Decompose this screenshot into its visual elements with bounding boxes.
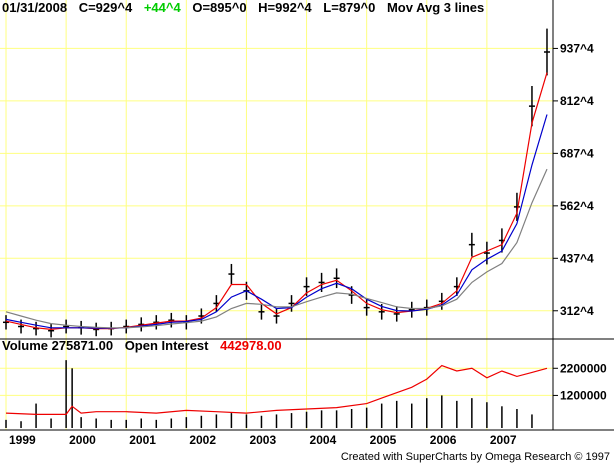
moving-average-lines: [5, 72, 548, 331]
year-label: 2003: [249, 433, 276, 447]
volume-axis-label: 1200000: [560, 388, 607, 402]
header-close: C=929^4: [78, 0, 133, 15]
chart-grid: [0, 0, 553, 430]
open-interest-line: [5, 364, 548, 415]
year-label: 2005: [370, 433, 397, 447]
volume-bars: [5, 360, 533, 428]
price-axis-label: 937^4: [560, 41, 594, 55]
header-high: H=992^4: [258, 0, 312, 15]
price-axis-label: 562^4: [560, 199, 594, 213]
credit-text: Created with SuperCharts by Omega Resear…: [340, 451, 610, 463]
year-label: 1999: [9, 433, 36, 447]
price-bars: [3, 28, 550, 338]
year-label: 2004: [310, 433, 337, 447]
year-label: 2000: [69, 433, 96, 447]
header-date: 01/31/2008: [2, 0, 68, 15]
price-header: 01/31/2008 C=929^4 +44^4 O=895^0 H=992^4…: [2, 0, 492, 15]
header-change: +44^4: [143, 0, 181, 15]
ma-fast-line: [5, 72, 548, 331]
year-label: 2002: [189, 433, 216, 447]
volume-header: Volume 275871.00 Open Interest 442978.00: [2, 338, 290, 353]
year-label: 2001: [129, 433, 156, 447]
year-label: 2006: [430, 433, 457, 447]
year-label: 2007: [490, 433, 517, 447]
header-open: O=895^0: [192, 0, 247, 15]
header-low: L=879^0: [323, 0, 376, 15]
price-axis-label: 437^4: [560, 251, 594, 265]
header-study: Mov Avg 3 lines: [386, 0, 485, 15]
volume-axis-label: 2200000: [560, 361, 607, 375]
y-axis-labels: 312^4 437^4 562^4 687^4 812^4 937^4 1200000 220…: [553, 41, 607, 402]
volume-value: Volume 275871.00: [2, 338, 114, 353]
open-interest-value: 442978.00: [220, 338, 282, 353]
ma-mid-line: [5, 114, 548, 329]
price-axis-label: 812^4: [560, 94, 594, 108]
open-interest-label: Open Interest: [124, 338, 209, 353]
open-interest-polyline: [5, 364, 548, 415]
price-axis-label: 312^4: [560, 304, 594, 318]
x-axis-labels: 1999 2000 2001 2002 2003 2004 2005 2006 2007: [9, 433, 517, 447]
ma-slow-line: [5, 168, 548, 329]
price-axis-label: 687^4: [560, 146, 594, 160]
